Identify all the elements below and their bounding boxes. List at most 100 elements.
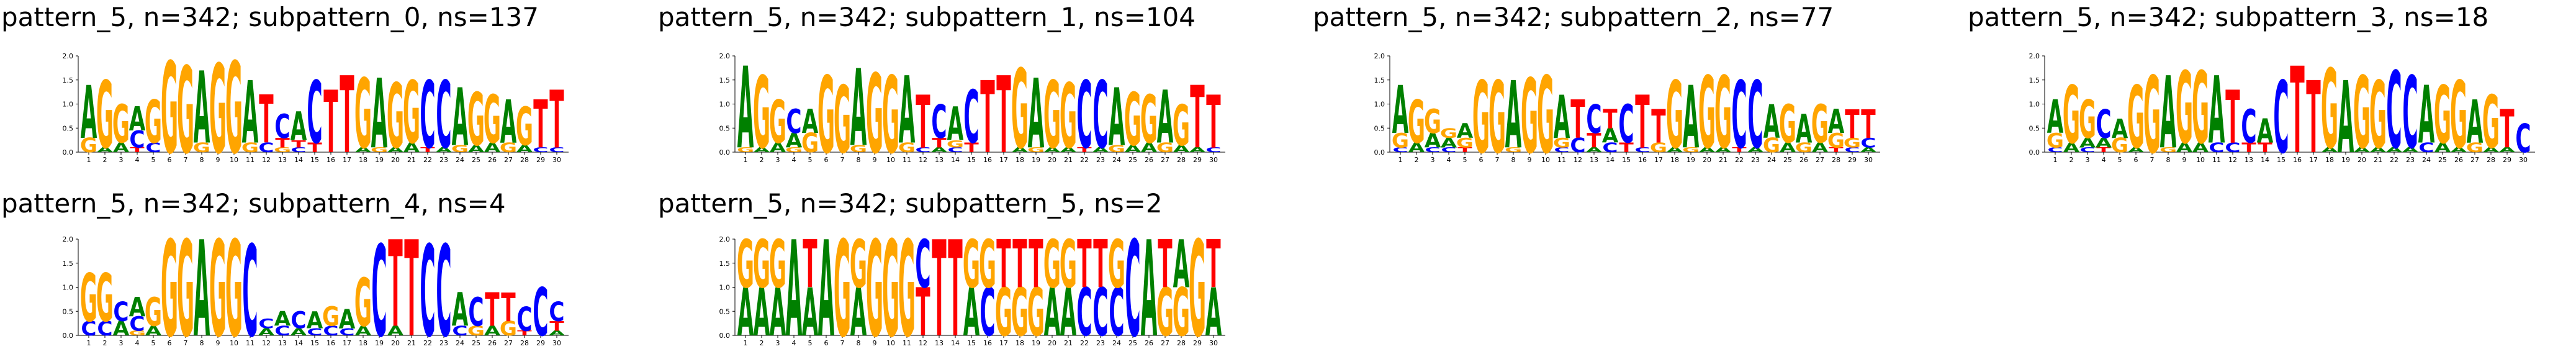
logo-letter-T: T xyxy=(1861,102,1875,147)
x-tick-label: 5 xyxy=(1463,156,1467,164)
logo-letter-G: G xyxy=(979,226,996,303)
logo-letter-T: T xyxy=(1619,140,1634,156)
x-tick-label: 21 xyxy=(1064,156,1073,164)
x-tick-label: 11 xyxy=(1557,156,1566,164)
x-tick-label: 1 xyxy=(744,339,748,347)
y-tick-label: 1.0 xyxy=(719,284,731,292)
logo-letter-A: A xyxy=(931,146,948,154)
logo-letter-G: G xyxy=(947,138,964,150)
logo-letter-C: C xyxy=(2418,140,2434,156)
logo-letter-C: C xyxy=(1205,146,1221,154)
x-tick-label: 3 xyxy=(2086,156,2090,164)
logo-letter-T: T xyxy=(259,81,273,158)
y-tick-label: 0.5 xyxy=(63,307,74,315)
logo-letter-A: A xyxy=(2370,146,2387,154)
logo-letter-C: C xyxy=(323,324,338,339)
logo-letter-G: G xyxy=(850,143,867,155)
x-tick-label: 30 xyxy=(1864,156,1873,164)
logo-letter-A: A xyxy=(258,327,275,338)
logo-letter-A: A xyxy=(818,213,835,354)
x-tick-label: 13 xyxy=(278,339,287,347)
y-tick-label: 0.0 xyxy=(63,332,74,340)
logo-letter-G: G xyxy=(1779,94,1796,155)
x-tick-label: 10 xyxy=(2196,156,2205,164)
y-tick-label: 2.0 xyxy=(63,52,74,60)
x-tick-label: 24 xyxy=(456,339,464,347)
logo-letter-G: G xyxy=(737,226,754,303)
x-tick-label: 22 xyxy=(423,156,432,164)
logo-letter-A: A xyxy=(2402,146,2419,154)
x-tick-label: 11 xyxy=(903,339,911,347)
logo-letter-A: A xyxy=(516,143,533,155)
x-tick-label: 5 xyxy=(2118,156,2122,164)
x-tick-label: 18 xyxy=(1016,156,1024,164)
x-tick-label: 9 xyxy=(873,156,877,164)
logo-letter-A: A xyxy=(1028,59,1045,170)
logo-letter-G: G xyxy=(2111,134,2128,157)
logo-letter-C: C xyxy=(1425,146,1440,154)
logo-letter-A: A xyxy=(1441,135,1457,151)
logo-letter-G: G xyxy=(209,40,227,181)
logo-letter-C: C xyxy=(2096,102,2111,147)
x-tick-label: 9 xyxy=(2182,156,2187,164)
logo-letter-G: G xyxy=(1108,226,1125,303)
logo-letter-G: G xyxy=(1108,143,1125,155)
x-tick-label: 5 xyxy=(151,339,156,347)
logo-panel-4: pattern_5, n=342; subpattern_4, ns=4 0.0 0… xyxy=(1,188,569,354)
logo-letter-A: A xyxy=(484,140,501,156)
x-tick-label: 12 xyxy=(2228,156,2237,164)
x-tick-label: 15 xyxy=(310,339,319,347)
x-tick-label: 7 xyxy=(1495,156,1500,164)
logo-letter-G: G xyxy=(161,37,178,183)
logo-letter-G: G xyxy=(2047,129,2064,152)
logo-letter-A: A xyxy=(549,329,565,337)
x-tick-label: 24 xyxy=(1112,339,1121,347)
panel-title: pattern_5, n=342; subpattern_3, ns=18 xyxy=(1968,2,2488,32)
y-tick-label: 1.5 xyxy=(719,260,731,268)
logo-letter-A: A xyxy=(2354,146,2371,154)
logo-letter-G: G xyxy=(1666,63,1683,170)
x-tick-label: 23 xyxy=(439,339,448,347)
x-tick-label: 11 xyxy=(246,156,254,164)
logo-letter-G: G xyxy=(834,68,851,175)
x-tick-label: 21 xyxy=(407,156,416,164)
x-tick-label: 10 xyxy=(230,339,238,347)
x-tick-label: 19 xyxy=(1032,156,1040,164)
logo-letter-T: T xyxy=(549,319,564,334)
logo-letter-G: G xyxy=(2353,57,2371,171)
logo-letter-G: G xyxy=(145,290,162,335)
logo-letter-C: C xyxy=(1634,146,1650,154)
logo-letter-G: G xyxy=(1124,78,1142,163)
logo-letter-A: A xyxy=(97,146,114,154)
logo-letter-C: C xyxy=(290,146,306,154)
logo-letter-T: T xyxy=(130,146,145,154)
x-tick-label: 10 xyxy=(886,339,895,347)
x-tick-label: 10 xyxy=(1541,156,1550,164)
x-tick-label: 8 xyxy=(200,156,204,164)
x-tick-label: 23 xyxy=(439,156,448,164)
logo-letter-G: G xyxy=(177,43,194,181)
logo-letter-A: A xyxy=(754,275,770,352)
x-tick-label: 20 xyxy=(2358,156,2366,164)
x-tick-label: 8 xyxy=(200,339,204,347)
x-tick-label: 6 xyxy=(168,156,172,164)
logo-letter-G: G xyxy=(1553,135,1570,151)
x-tick-label: 14 xyxy=(294,339,303,347)
logo-letter-T: T xyxy=(275,135,290,151)
x-tick-label: 3 xyxy=(1431,156,1435,164)
x-tick-label: 24 xyxy=(1112,156,1121,164)
logo-letter-T: T xyxy=(2258,140,2272,156)
logo-letter-A: A xyxy=(2338,61,2354,176)
logo-letter-G: G xyxy=(737,146,754,154)
logo-letter-A: A xyxy=(2096,135,2112,151)
logo-letter-A: A xyxy=(2322,146,2338,154)
logo-letter-C: C xyxy=(1392,146,1408,154)
x-tick-label: 29 xyxy=(2503,156,2511,164)
logo-letter-T: T xyxy=(1190,68,1205,168)
x-tick-label: 18 xyxy=(1016,339,1024,347)
x-tick-label: 3 xyxy=(776,156,780,164)
logo-letter-A: A xyxy=(2112,114,2128,145)
y-tick-label: 1.5 xyxy=(63,76,74,84)
x-tick-label: 6 xyxy=(1479,156,1484,164)
logo-letter-A: A xyxy=(387,324,404,339)
